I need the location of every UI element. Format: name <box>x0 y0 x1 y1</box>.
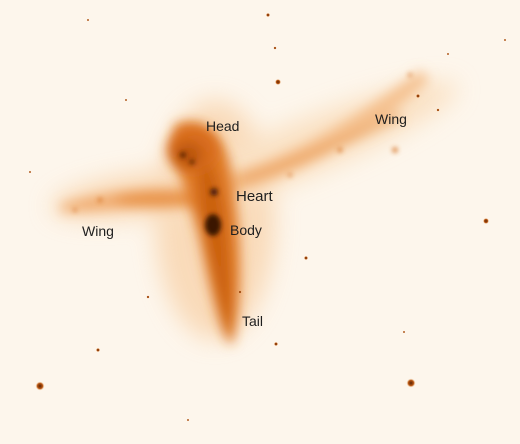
star <box>446 52 450 56</box>
star <box>402 330 406 334</box>
star <box>146 295 150 299</box>
star <box>503 38 507 42</box>
left-wing-arm <box>60 188 215 212</box>
star <box>96 348 100 352</box>
star <box>274 342 278 346</box>
star <box>275 79 281 85</box>
body-and-tail <box>174 122 240 345</box>
star <box>273 46 277 50</box>
star <box>35 381 45 391</box>
right-wing-arm <box>225 70 430 195</box>
wing-knots <box>73 73 412 212</box>
star <box>436 108 440 112</box>
head-region <box>167 128 217 172</box>
star <box>124 98 128 102</box>
body-label: Body <box>230 222 262 238</box>
star <box>28 170 32 174</box>
head-label: Head <box>206 118 240 134</box>
star <box>266 13 270 17</box>
star <box>406 378 416 388</box>
right-wing-label: Wing <box>375 111 407 127</box>
star <box>238 290 242 294</box>
star <box>86 18 90 22</box>
star <box>186 418 190 422</box>
star <box>483 218 489 224</box>
star <box>304 256 308 260</box>
background-stars <box>28 13 507 422</box>
left-wing-label: Wing <box>82 223 114 239</box>
dark-core <box>180 152 221 236</box>
heart-label: Heart <box>236 188 273 205</box>
star <box>416 94 420 98</box>
tail-label: Tail <box>242 313 264 329</box>
